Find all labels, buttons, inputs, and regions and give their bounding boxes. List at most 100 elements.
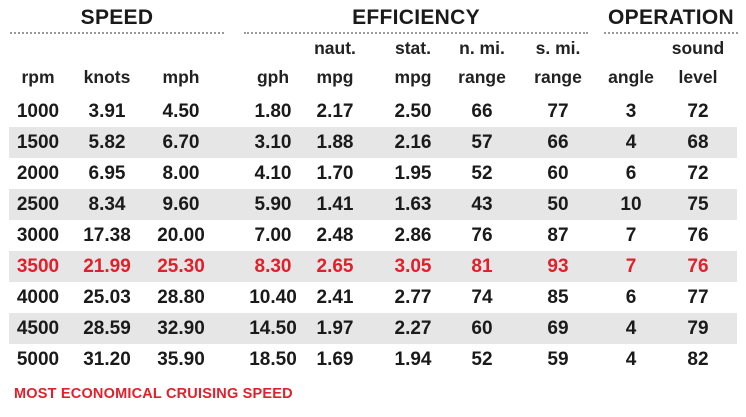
header-naut-mpg-top: naut.: [314, 38, 356, 58]
cell-n-range: 52: [471, 349, 493, 370]
header-n-range: range: [458, 67, 506, 87]
cell-gph: 5.90: [254, 194, 292, 215]
cell-knots: 6.95: [88, 163, 126, 184]
footnote: MOST ECONOMICAL CRUISING SPEED: [14, 386, 293, 402]
cell-knots: 8.34: [88, 194, 126, 215]
cell-gph: 4.10: [254, 163, 292, 184]
cell-n-range: 66: [471, 101, 493, 122]
cell-naut-mpg: 1.97: [316, 318, 354, 339]
cell-knots: 25.03: [83, 287, 131, 308]
cell-knots: 31.20: [83, 349, 131, 370]
cell-mph: 25.30: [157, 256, 205, 277]
cell-mph: 9.60: [162, 194, 200, 215]
cell-s-range: 60: [547, 163, 569, 184]
header-s-range-top: s. mi.: [535, 38, 581, 58]
cell-stat-mpg: 1.94: [394, 349, 432, 370]
cell-sound: 82: [687, 349, 709, 370]
cell-n-range: 43: [471, 194, 493, 215]
cell-rpm: 5000: [16, 349, 60, 370]
group-title-speed: SPEED: [10, 6, 224, 34]
cell-angle: 4: [625, 132, 637, 153]
cell-stat-mpg: 3.05: [394, 256, 432, 277]
header-n-range-top: n. mi.: [459, 38, 505, 58]
cell-mph: 4.50: [162, 101, 200, 122]
cell-n-range: 52: [471, 163, 493, 184]
header-knots: knots: [83, 67, 131, 87]
cell-knots: 17.38: [83, 225, 131, 246]
cell-naut-mpg: 1.41: [316, 194, 354, 215]
header-gph: gph: [256, 67, 290, 87]
header-sound-top: sound: [671, 38, 725, 58]
cell-s-range: 50: [547, 194, 569, 215]
cell-n-range: 60: [471, 318, 493, 339]
cell-naut-mpg: 2.41: [316, 287, 354, 308]
table-row: 3500 21.99 25.30 8.30 2.65 3.05 81 93 7 76: [9, 251, 737, 282]
cell-sound: 75: [687, 194, 709, 215]
cell-naut-mpg: 1.69: [316, 349, 354, 370]
cell-rpm: 3500: [16, 256, 60, 277]
cell-gph: 3.10: [254, 132, 292, 153]
cell-rpm: 1000: [16, 101, 60, 122]
header-angle: angle: [608, 67, 654, 87]
table-row: 2500 8.34 9.60 5.90 1.41 1.63 43 50 10 75: [9, 189, 737, 220]
group-title-efficiency: EFFICIENCY: [244, 6, 588, 34]
cell-knots: 21.99: [83, 256, 131, 277]
cell-sound: 68: [687, 132, 709, 153]
cell-angle: 4: [625, 318, 637, 339]
cell-mph: 8.00: [162, 163, 200, 184]
cell-n-range: 76: [471, 225, 493, 246]
cell-rpm: 2000: [16, 163, 60, 184]
table-row: 3000 17.38 20.00 7.00 2.48 2.86 76 87 7 76: [9, 220, 737, 251]
cell-gph: 8.30: [254, 256, 292, 277]
cell-stat-mpg: 2.50: [394, 101, 432, 122]
cell-stat-mpg: 1.95: [394, 163, 432, 184]
table-row: 5000 31.20 35.90 18.50 1.69 1.94 52 59 4 82: [9, 344, 737, 375]
cell-angle: 3: [625, 101, 637, 122]
cell-mph: 32.90: [157, 318, 205, 339]
cell-gph: 7.00: [254, 225, 292, 246]
table-row: 4500 28.59 32.90 14.50 1.97 2.27 60 69 4 79: [9, 313, 737, 344]
cell-gph: 10.40: [249, 287, 297, 308]
cell-mph: 28.80: [157, 287, 205, 308]
header-bottom-row: rpm knots mph gph mpg mpg range range an…: [0, 65, 746, 89]
header-sound: level: [678, 67, 718, 87]
table-row: 1000 3.91 4.50 1.80 2.17 2.50 66 77 3 72: [9, 96, 737, 127]
cell-gph: 1.80: [254, 101, 292, 122]
cell-s-range: 87: [547, 225, 569, 246]
cell-s-range: 77: [547, 101, 569, 122]
cell-mph: 20.00: [157, 225, 205, 246]
header-stat-mpg: mpg: [394, 67, 432, 87]
cell-stat-mpg: 2.86: [394, 225, 432, 246]
cell-angle: 10: [620, 194, 642, 215]
table-row: 2000 6.95 8.00 4.10 1.70 1.95 52 60 6 72: [9, 158, 737, 189]
table-row: 1500 5.82 6.70 3.10 1.88 2.16 57 66 4 68: [9, 127, 737, 158]
cell-sound: 77: [687, 287, 709, 308]
cell-mph: 35.90: [157, 349, 205, 370]
header-top-row: naut. stat. n. mi. s. mi. sound: [0, 36, 746, 60]
cell-stat-mpg: 2.16: [394, 132, 432, 153]
cell-rpm: 2500: [16, 194, 60, 215]
cell-sound: 72: [687, 101, 709, 122]
cell-stat-mpg: 2.27: [394, 318, 432, 339]
cell-rpm: 1500: [16, 132, 60, 153]
cell-naut-mpg: 1.70: [316, 163, 354, 184]
cell-n-range: 57: [471, 132, 493, 153]
cell-naut-mpg: 2.48: [316, 225, 354, 246]
cell-s-range: 66: [547, 132, 569, 153]
cell-naut-mpg: 2.65: [316, 256, 354, 277]
cell-gph: 18.50: [249, 349, 297, 370]
header-mph: mph: [162, 67, 200, 87]
cell-s-range: 69: [547, 318, 569, 339]
header-rpm: rpm: [21, 67, 55, 87]
cell-mph: 6.70: [162, 132, 200, 153]
cell-knots: 3.91: [88, 101, 126, 122]
table-row: 4000 25.03 28.80 10.40 2.41 2.77 74 85 6 77: [9, 282, 737, 313]
cell-stat-mpg: 1.63: [394, 194, 432, 215]
cell-stat-mpg: 2.77: [394, 287, 432, 308]
cell-s-range: 93: [547, 256, 569, 277]
cell-rpm: 3000: [16, 225, 60, 246]
cell-s-range: 85: [547, 287, 569, 308]
cell-knots: 5.82: [88, 132, 126, 153]
cell-naut-mpg: 1.88: [316, 132, 354, 153]
cell-sound: 79: [687, 318, 709, 339]
